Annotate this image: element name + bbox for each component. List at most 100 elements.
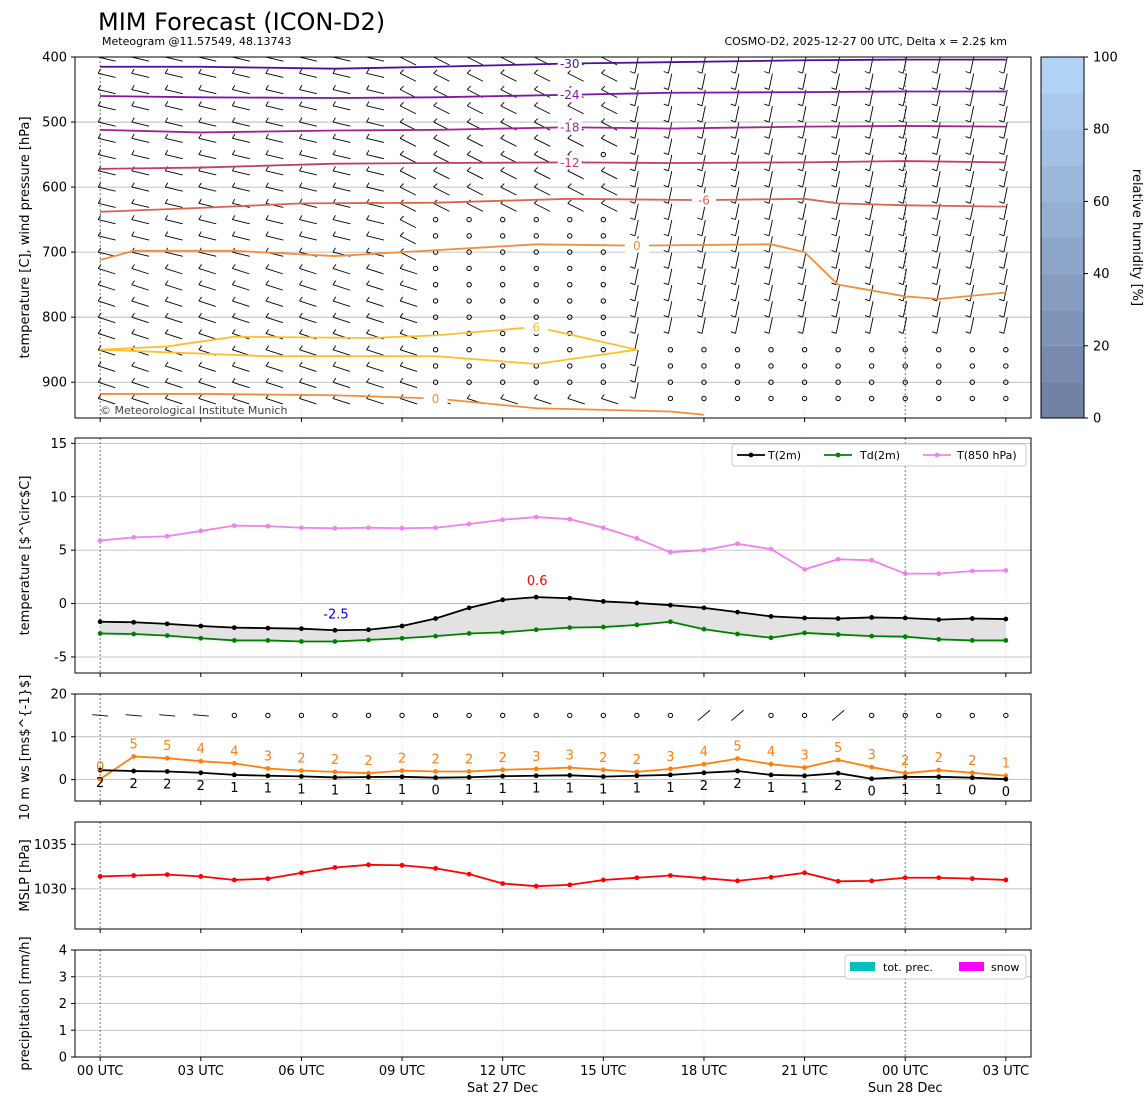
t850-line-point bbox=[1003, 568, 1009, 573]
wind-barb-flag bbox=[797, 217, 803, 221]
gust-value-label: 5 bbox=[130, 737, 138, 752]
isotherm-line bbox=[100, 58, 1006, 70]
calm-wind-marker bbox=[835, 347, 841, 353]
wind-barb-flag bbox=[366, 312, 370, 318]
wind-barb-flag bbox=[600, 394, 605, 399]
wind-barb bbox=[232, 381, 250, 389]
wind-barb-flag bbox=[697, 266, 703, 269]
wind-barb-flag bbox=[500, 57, 502, 58]
td2m-line-point bbox=[969, 638, 975, 643]
wind-barb-flag bbox=[965, 152, 971, 155]
wind-barb bbox=[332, 105, 351, 111]
wind-barb bbox=[902, 187, 908, 204]
mean-wind-line-point bbox=[701, 770, 707, 776]
wind-barb-flag bbox=[898, 282, 904, 286]
min-temperature-label: -2.5 bbox=[323, 607, 348, 622]
wind-barb-flag bbox=[533, 394, 538, 399]
wind-barb-flag bbox=[730, 282, 736, 286]
wind-barb bbox=[198, 170, 217, 176]
t850-line-point bbox=[366, 525, 371, 531]
wind-barb-flag bbox=[764, 331, 770, 334]
wind-barb bbox=[265, 154, 284, 160]
wind-barb-flag bbox=[466, 85, 472, 90]
td2m-line-point bbox=[600, 624, 606, 630]
legend-swatch bbox=[850, 962, 875, 971]
calm-wind-marker bbox=[902, 363, 908, 369]
colorbar-tick-label: 0 bbox=[1093, 412, 1101, 427]
wind-barb-flag bbox=[764, 71, 770, 74]
legend-swatch bbox=[959, 962, 984, 971]
surface-calm-marker bbox=[499, 712, 506, 719]
wind-barb bbox=[366, 219, 385, 225]
wind-barb bbox=[399, 349, 418, 356]
calm-wind-marker bbox=[499, 330, 506, 337]
wind-barb bbox=[902, 268, 908, 285]
calm-wind-marker bbox=[466, 281, 472, 288]
wind-barb-flag bbox=[730, 87, 736, 90]
wind-barb-flag bbox=[231, 231, 236, 237]
wind-barb-flag bbox=[630, 266, 636, 269]
wind-barb-flag bbox=[231, 198, 236, 204]
wind-barb bbox=[667, 284, 673, 302]
wind-barb-flag bbox=[630, 71, 636, 74]
wind-barb-flag bbox=[131, 296, 135, 302]
wind-barb-flag bbox=[366, 296, 370, 302]
calm-wind-marker bbox=[868, 395, 875, 402]
wind-barb bbox=[98, 105, 116, 111]
calm-wind-marker bbox=[567, 265, 573, 272]
gust-line-point bbox=[366, 770, 371, 776]
wind-barb-flag bbox=[198, 296, 203, 302]
td2m-line-point bbox=[735, 631, 740, 637]
wind-barb bbox=[667, 57, 673, 74]
wind-barb-flag bbox=[265, 101, 269, 107]
wind-barb-flag bbox=[663, 71, 669, 74]
td2m-line-point bbox=[164, 633, 170, 639]
t850-line-point bbox=[198, 528, 204, 534]
y-tick-label: 4 bbox=[59, 944, 67, 959]
wind-barb-flag bbox=[831, 119, 837, 123]
wind-barb-flag bbox=[433, 118, 438, 123]
wind-barb-flag bbox=[164, 101, 169, 107]
pressure-y-axis-label: MSLP [hPa] bbox=[18, 839, 33, 911]
wind-barb bbox=[936, 106, 941, 123]
surface-calm-marker bbox=[567, 712, 573, 719]
y-tick-label: 600 bbox=[42, 181, 67, 196]
mslp-line-point bbox=[969, 876, 975, 882]
calm-wind-marker bbox=[600, 347, 607, 353]
wind-barb-flag bbox=[131, 84, 135, 90]
wind-barb-flag bbox=[764, 168, 770, 172]
wind-barb bbox=[701, 268, 706, 285]
wind-barb bbox=[735, 73, 740, 90]
wind-barb-flag bbox=[97, 150, 102, 155]
mean-wind-line-point bbox=[299, 773, 304, 779]
wind-barb bbox=[869, 171, 874, 188]
wind-barb-flag bbox=[97, 133, 102, 139]
wind-barb bbox=[399, 186, 417, 196]
wind-barb bbox=[701, 171, 706, 188]
wind-barb bbox=[265, 170, 284, 176]
wind-barb-flag bbox=[730, 298, 736, 302]
wind-barb bbox=[835, 106, 840, 123]
wind-barb-flag bbox=[697, 282, 703, 286]
wind-barb bbox=[165, 381, 183, 389]
wind-barb bbox=[366, 365, 384, 372]
wind-barb bbox=[634, 284, 639, 302]
wind-barb bbox=[399, 300, 418, 307]
wind-barb bbox=[466, 72, 484, 82]
wind-barb bbox=[869, 219, 874, 236]
wind-barb bbox=[98, 154, 116, 160]
wind-barb-flag bbox=[663, 152, 669, 155]
wind-barb bbox=[98, 235, 116, 241]
wind-barb bbox=[299, 284, 317, 291]
wind-barb bbox=[131, 284, 149, 291]
wind-barb-flag bbox=[265, 198, 269, 204]
surface-calm-marker bbox=[801, 712, 808, 719]
wind-barb-flag bbox=[98, 57, 99, 58]
wind-barb-flag bbox=[265, 280, 270, 285]
wind-barb-flag bbox=[97, 182, 102, 188]
colorbar-band bbox=[1041, 165, 1084, 202]
surface-calm-marker bbox=[231, 712, 238, 719]
t850-line-point bbox=[567, 516, 573, 522]
wind-barb bbox=[735, 171, 740, 188]
wind-barb-flag bbox=[198, 215, 202, 220]
